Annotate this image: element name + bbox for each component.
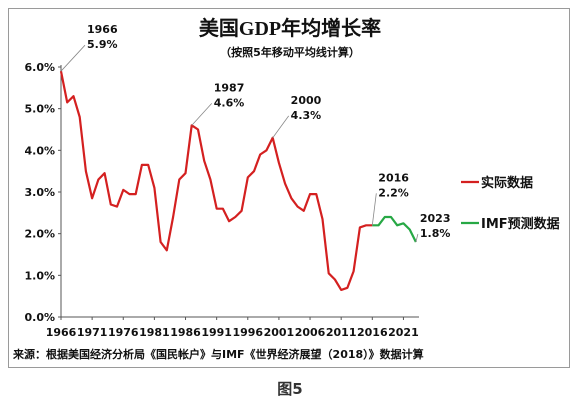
x-tick-label: 2021 [388, 326, 419, 339]
series-lines [59, 70, 417, 291]
x-tick-label: 1991 [201, 326, 232, 339]
chart-subtitle: （按照5年移动平均线计算） [220, 45, 360, 59]
chart-title: 美国GDP年均增长率 [199, 16, 381, 40]
gdp-growth-chart: 美国GDP年均增长率 （按照5年移动平均线计算） 0.0% 1.0% 2.0% 3.0… [12, 16, 560, 361]
figure-caption: 图5 [277, 380, 303, 398]
x-tick-label: 1981 [139, 326, 170, 339]
x-tick-label: 1996 [232, 326, 263, 339]
legend-label-imf: IMF预测数据 [481, 216, 560, 232]
annotations: 1966 5.9% 1987 4.6% 2000 4.3% 2016 2.2% 2023 1.8% [60, 23, 451, 243]
y-tick-label: 0.0% [24, 311, 55, 324]
annotation-leader [60, 44, 86, 72]
annotation-leader [191, 103, 213, 126]
y-tick-label: 1.0% [24, 269, 55, 282]
annotation-leader [415, 233, 419, 243]
annotation-leader [272, 115, 290, 139]
annotation-value: 4.3% [291, 109, 322, 122]
y-tick-label: 6.0% [24, 61, 55, 74]
actual-data-line [59, 70, 373, 291]
x-tick-label: 2011 [326, 326, 357, 339]
annotation-value: 2.2% [378, 186, 409, 199]
annotation-leader [371, 193, 377, 226]
y-tick-label: 4.0% [24, 144, 55, 157]
x-tick-label: 1986 [170, 326, 201, 339]
x-tick-label: 1966 [46, 326, 77, 339]
legend: 实际数据 IMF预测数据 [461, 175, 560, 232]
annotation-year: 2023 [420, 212, 451, 225]
x-tick-label: 2001 [264, 326, 295, 339]
x-tick-label: 2006 [295, 326, 326, 339]
x-tick-label: 1976 [108, 326, 139, 339]
axes: 0.0% 1.0% 2.0% 3.0% 4.0% 5.0% 6.0% 1966 1971 1976… [24, 61, 419, 339]
x-tick-label: 1971 [77, 326, 108, 339]
y-tick-label: 3.0% [24, 186, 55, 199]
legend-label-actual: 实际数据 [481, 175, 533, 191]
chart-frame: 美国GDP年均增长率 （按照5年移动平均线计算） 0.0% 1.0% 2.0% 3.0… [8, 8, 570, 368]
annotation-value: 5.9% [87, 38, 118, 51]
source-note: 来源：根据美国经济分析局《国民帐户》与IMF《世界经济展望（2018）》数据计算 [12, 347, 424, 361]
y-tick-label: 2.0% [24, 228, 55, 241]
imf-forecast-line [372, 215, 417, 243]
x-tick-label: 2016 [357, 326, 388, 339]
annotation-value: 1.8% [420, 227, 451, 240]
annotation-year: 2000 [291, 94, 322, 107]
annotation-year: 1987 [214, 81, 245, 94]
annotation-year: 2016 [378, 171, 409, 184]
y-tick-label: 5.0% [24, 103, 55, 116]
annotation-year: 1966 [87, 23, 118, 36]
annotation-value: 4.6% [214, 96, 245, 109]
